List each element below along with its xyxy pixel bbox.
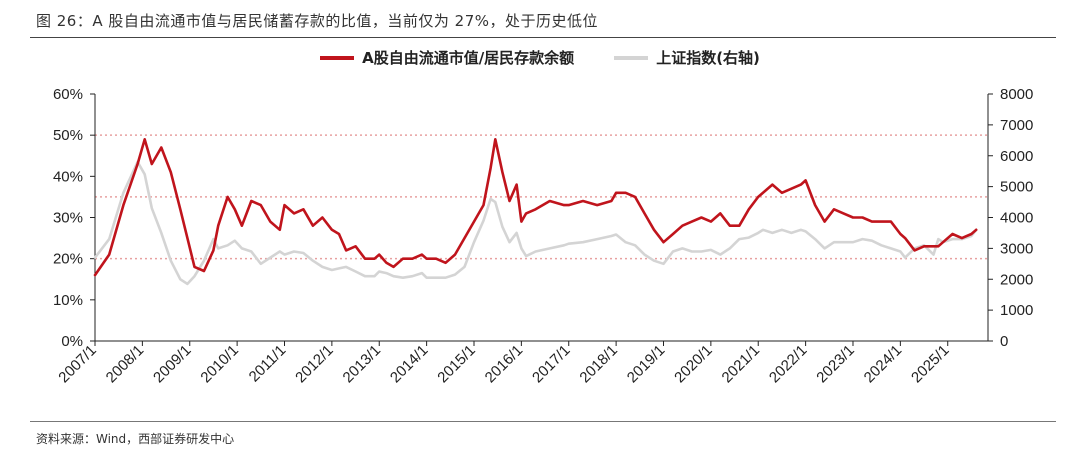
legend-item-index: 上证指数(右轴) [614, 47, 760, 68]
series-line-ratio [93, 138, 978, 277]
x-tick-label: 2017/1 [529, 342, 573, 386]
y-right-tick-label: 1000 [1000, 302, 1033, 319]
y-right-tick-label: 0 [1000, 333, 1008, 350]
x-tick-label: 2018/1 [576, 342, 620, 386]
series-line-index [93, 160, 978, 286]
x-tick-label: 2016/1 [482, 342, 526, 386]
y-left-tick-label: 10% [53, 292, 83, 309]
x-tick-label: 2024/1 [861, 342, 905, 386]
figure-title: 图 26：A 股自由流通市值与居民储蓄存款的比值，当前仅为 27%，处于历史低位 [36, 12, 598, 30]
x-tick-label: 2014/1 [387, 342, 431, 386]
legend-swatch-index [614, 55, 649, 60]
legend-item-ratio: A股自由流通市值/居民存款余额 [320, 47, 574, 68]
x-tick-label: 2010/1 [197, 342, 241, 386]
y-left-tick-label: 60% [53, 86, 83, 103]
y-left-tick-label: 30% [53, 210, 83, 227]
legend-label-index: 上证指数(右轴) [656, 49, 760, 67]
y-left-tick-label: 0% [61, 333, 83, 350]
y-right-tick-label: 5000 [1000, 179, 1033, 196]
x-tick-label: 2012/1 [292, 342, 336, 386]
x-tick-label: 2011/1 [246, 342, 290, 386]
source-note: 资料来源：Wind，西部证券研发中心 [36, 432, 235, 446]
y-right-tick-label: 3000 [1000, 240, 1033, 257]
y-left-tick-label: 40% [53, 168, 83, 185]
legend-label-ratio: A股自由流通市值/居民存款余额 [362, 49, 575, 67]
x-tick-label: 2025/1 [908, 342, 952, 386]
y-left-tick-label: 20% [53, 251, 83, 268]
y-right-tick-label: 7000 [1000, 117, 1033, 134]
y-right-tick-label: 8000 [1000, 86, 1033, 103]
y-right-tick-label: 6000 [1000, 148, 1033, 165]
x-tick-label: 2013/1 [340, 342, 384, 386]
chart-legend: A股自由流通市值/居民存款余额 上证指数(右轴) [0, 47, 1080, 68]
y-right-tick-label: 2000 [1000, 271, 1033, 288]
x-tick-label: 2009/1 [150, 342, 194, 386]
bottom-rule [30, 421, 1056, 422]
x-tick-label: 2008/1 [103, 342, 147, 386]
x-tick-label: 2021/1 [719, 342, 763, 386]
x-tick-label: 2022/1 [766, 342, 810, 386]
y-right-tick-label: 4000 [1000, 210, 1033, 227]
x-tick-label: 2019/1 [624, 342, 668, 386]
x-tick-label: 2023/1 [813, 342, 857, 386]
x-tick-label: 2020/1 [671, 342, 715, 386]
top-rule [30, 37, 1056, 38]
y-left-tick-label: 50% [53, 127, 83, 144]
legend-swatch-ratio [320, 55, 355, 60]
x-tick-label: 2015/1 [434, 342, 478, 386]
